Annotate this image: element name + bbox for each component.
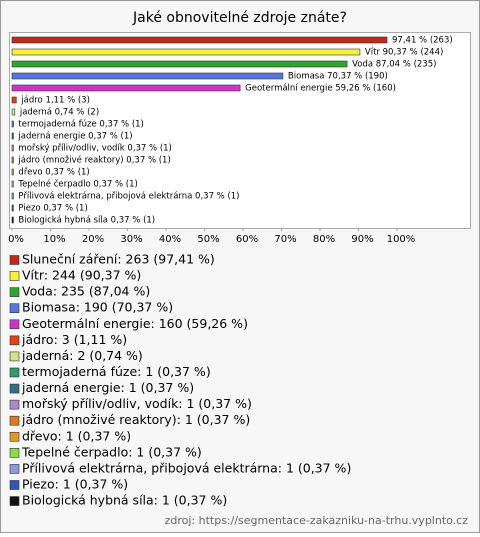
legend-swatch (9, 255, 20, 265)
value-label: 97,41 % (263) (392, 36, 453, 46)
legend-label: termojaderná fúze: 1 (0,37 %) (22, 364, 211, 379)
bar (11, 84, 241, 92)
legend-swatch (9, 287, 20, 297)
bar (11, 144, 14, 152)
legend-label: jaderná: 2 (0,74 %) (21, 348, 143, 363)
legend-label: Sluneční záření: 263 (97,41 %) (22, 252, 215, 267)
x-tick-label: 20% (82, 234, 104, 245)
chart-title: Jaké obnovitelné zdroje znáte? (132, 10, 347, 26)
legend-swatch (9, 271, 20, 281)
legend-label: Přílivová elektrárna, přibojová elektrár… (22, 460, 351, 475)
x-tick-label: 80% (313, 234, 335, 245)
legend-swatch (9, 415, 20, 426)
bar (11, 216, 14, 224)
legend-label: jádro: 3 (1,11 %) (21, 332, 127, 347)
legend-label: Geotermální energie: 160 (59,26 %) (22, 316, 248, 331)
bar (11, 192, 14, 200)
value-label: Vítr 90,37 % (244) (365, 48, 443, 58)
legend-swatch (9, 351, 20, 362)
x-tick-label: 0% (8, 234, 24, 245)
legend-label: mořský příliv/odliv, vodík: 1 (0,37 %) (22, 396, 252, 411)
value-label: Geotermální energie 59,26 % (160) (245, 84, 396, 94)
x-tick-label: 60% (236, 234, 258, 245)
legend-label: Biologická hybná síla: 1 (0,37 %) (22, 493, 227, 508)
value-label: Přílivová elektrárna, přibojová elektrár… (18, 192, 239, 202)
source: zdroj: https://segmentace-zakazniku-na-t… (165, 514, 469, 527)
legend-swatch (9, 303, 20, 314)
value-label: dřevo 0,37 % (1) (18, 168, 89, 178)
value-label: mořský příliv/odliv, vodík 0,37 % (1) (18, 144, 171, 154)
value-label: jaderná 0,74 % (2) (19, 108, 99, 118)
legend-swatch (9, 383, 20, 394)
value-label: termojaderná fúze 0,37 % (1) (18, 120, 143, 130)
legend-label: Vítr: 244 (90,37 %) (22, 268, 141, 283)
value-label: jaderná energie 0,37 % (1) (17, 132, 132, 142)
value-label: Voda 87,04 % (235) (352, 60, 436, 70)
legend-swatch (9, 464, 20, 474)
bar (11, 48, 361, 56)
value-label: Biologická hybná síla 0,37 % (1) (18, 216, 155, 226)
legend-swatch (9, 480, 20, 490)
legend-label: Piezo: 1 (0,37 %) (22, 476, 128, 491)
bar (11, 60, 348, 68)
value-label: jádro 1,11 % (3) (20, 96, 90, 106)
legend-swatch (9, 399, 20, 410)
value-label: jádro (množivé reaktory) 0,37 % (1) (17, 155, 170, 166)
bar (11, 96, 17, 104)
bar (11, 72, 284, 80)
legend-label: jaderná energie: 1 (0,37 %) (21, 380, 194, 395)
bar (11, 108, 16, 116)
legend-label: dřevo: 1 (0,37 %) (22, 428, 131, 443)
legend-swatch (9, 431, 20, 442)
legend-label: Voda: 235 (87,04 %) (22, 284, 150, 299)
legend-label: jádro (množivé reaktory): 1 (0,37 %) (21, 412, 250, 427)
bar (11, 168, 14, 176)
legend-swatch (9, 367, 20, 378)
x-tick-label: 10% (43, 234, 65, 245)
bar (11, 132, 14, 140)
bar (11, 180, 14, 188)
bar (11, 204, 14, 212)
x-tick-label: 40% (159, 234, 181, 245)
bar (11, 156, 14, 164)
legend-swatch (9, 319, 20, 330)
value-label: Tepelné čerpadlo 0,37 % (1) (17, 179, 137, 190)
x-tick-label: 90% (351, 234, 373, 245)
legend-swatch (9, 335, 20, 346)
bar (11, 36, 388, 44)
legend-swatch (9, 448, 20, 458)
value-label: Piezo 0,37 % (1) (18, 204, 87, 214)
bar (11, 120, 14, 128)
legend-label: Biomasa: 190 (70,37 %) (22, 300, 173, 315)
x-tick-label: 70% (274, 234, 296, 245)
x-tick-label: 50% (197, 234, 219, 245)
legend-swatch (9, 496, 20, 506)
x-tick-label: 30% (120, 234, 142, 245)
x-tick-label: 100% (387, 234, 416, 245)
value-label: Biomasa 70,37 % (190) (288, 72, 388, 82)
legend-label: Tepelné čerpadlo: 1 (0,37 %) (21, 444, 202, 459)
